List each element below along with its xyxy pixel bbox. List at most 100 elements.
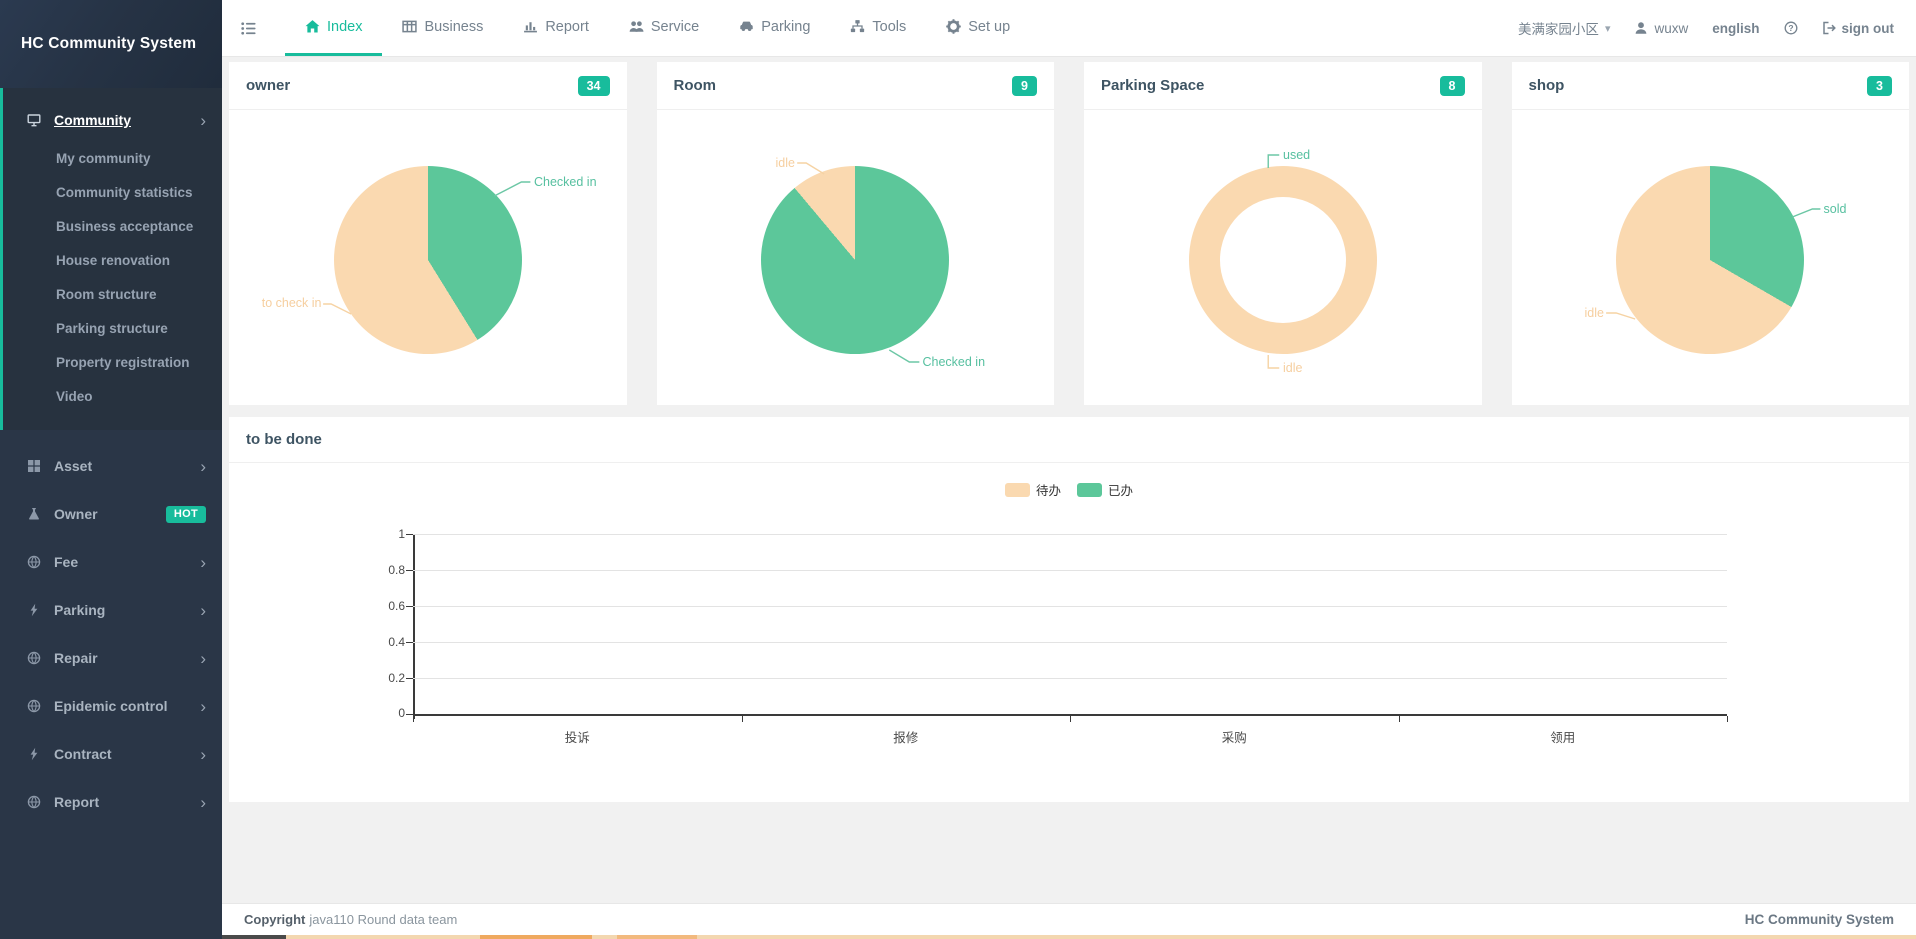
tab-label: Report xyxy=(545,18,589,35)
user-icon xyxy=(1634,21,1648,35)
card-title: Room xyxy=(673,77,717,94)
car-icon xyxy=(739,19,754,34)
pie-label: Checked in xyxy=(534,175,597,189)
tab-service[interactable]: Service xyxy=(609,0,719,56)
y-axis-line xyxy=(413,534,415,719)
sidebar-item-report[interactable]: Report › xyxy=(0,778,222,826)
sidebar-subitem-room-structure[interactable]: Room structure xyxy=(3,278,222,312)
top-navbar: Index Business Report Service Parking To… xyxy=(222,0,1916,57)
strip-segment xyxy=(480,935,592,939)
card-header: shop 3 xyxy=(1511,62,1909,110)
donut xyxy=(1188,166,1377,354)
sidebar-item-label: Contract xyxy=(54,746,112,762)
count-badge: 8 xyxy=(1439,75,1465,96)
y-tick-label: 0.8 xyxy=(388,563,405,577)
help-icon[interactable] xyxy=(1784,21,1798,35)
tab-index[interactable]: Index xyxy=(285,0,383,56)
card-owner: owner 34 Checked in to check in xyxy=(229,62,627,405)
table-icon xyxy=(402,19,418,34)
sidebar-item-label: Repair xyxy=(54,650,98,666)
user-menu[interactable]: wuxw xyxy=(1634,21,1688,36)
y-tick-label: 0.6 xyxy=(388,599,405,613)
bolt-icon xyxy=(27,603,43,617)
sidebar-item-community[interactable]: Community › xyxy=(3,98,222,142)
pie-label: idle xyxy=(775,156,795,170)
legend-swatch-orange xyxy=(1004,482,1030,497)
footer-brand: HC Community System xyxy=(1744,912,1894,927)
subitem-label: Parking structure xyxy=(56,321,168,336)
card-title: shop xyxy=(1528,77,1565,94)
legend-label: 待办 xyxy=(1035,484,1061,498)
legend-item-done[interactable]: 已办 xyxy=(1077,480,1133,499)
sidebar-item-contract[interactable]: Contract › xyxy=(0,730,222,778)
chart-legend: 待办 已办 xyxy=(229,480,1909,499)
pie-label: to check in xyxy=(261,296,322,310)
grid-icon xyxy=(27,459,43,473)
sidebar-nav: Community › My community Community stati… xyxy=(0,88,222,826)
legend-label: 已办 xyxy=(1108,484,1134,498)
hot-badge: HOT xyxy=(165,505,206,523)
sidebar-item-asset[interactable]: Asset › xyxy=(0,442,222,490)
sidebar-subitem-community-statistics[interactable]: Community statistics xyxy=(3,176,222,210)
sidebar-subitem-property-registration[interactable]: Property registration xyxy=(3,346,222,380)
gear-icon xyxy=(946,19,962,34)
navbar-right: 美满家园小区 ▾ wuxw english sign out xyxy=(1518,18,1894,38)
sign-out-icon xyxy=(1822,21,1836,35)
shop-pie-chart: sold idle xyxy=(1512,110,1910,405)
bar-chart-icon xyxy=(523,19,538,34)
tab-tools[interactable]: Tools xyxy=(830,0,926,56)
sign-out-button[interactable]: sign out xyxy=(1822,21,1894,36)
sidebar-item-parking[interactable]: Parking › xyxy=(0,586,222,634)
pie-label: used xyxy=(1283,148,1311,162)
y-tick-label: 0.2 xyxy=(388,671,405,685)
sidebar-item-label: Report xyxy=(54,794,100,810)
sidebar-subitem-my-community[interactable]: My community xyxy=(3,142,222,176)
todo-panel-title: to be done xyxy=(229,417,1909,463)
sidebar-subitem-video[interactable]: Video xyxy=(3,380,222,414)
leader-lines xyxy=(1267,154,1280,369)
tab-parking[interactable]: Parking xyxy=(719,0,830,56)
card-title: Parking Space xyxy=(1101,77,1205,94)
tab-label: Parking xyxy=(761,18,811,35)
bottom-scroll-strip[interactable] xyxy=(222,935,1916,939)
sidebar-item-repair[interactable]: Repair › xyxy=(0,634,222,682)
users-icon xyxy=(629,19,644,34)
tab-business[interactable]: Business xyxy=(382,0,503,56)
caret-down-icon: ▾ xyxy=(1604,22,1611,35)
y-tick-mark xyxy=(406,714,413,715)
sidebar-item-epidemic-control[interactable]: Epidemic control › xyxy=(0,682,222,730)
globe-icon xyxy=(27,795,43,809)
y-tick-mark xyxy=(406,678,413,679)
sidebar-subitem-house-renovation[interactable]: House renovation xyxy=(3,244,222,278)
card-title: owner xyxy=(246,77,291,94)
subitem-label: Business acceptance xyxy=(56,219,194,234)
pie xyxy=(333,166,522,354)
legend-item-pending[interactable]: 待办 xyxy=(1004,480,1061,499)
y-tick-label: 0 xyxy=(398,706,405,720)
copyright-rest: java110 Round data team xyxy=(309,912,458,927)
chevron-right-icon: › xyxy=(200,696,206,716)
sidebar-item-owner[interactable]: Owner HOT xyxy=(0,490,222,538)
owner-pie-chart: Checked in to check in xyxy=(229,110,627,405)
sidebar-subitem-parking-structure[interactable]: Parking structure xyxy=(3,312,222,346)
sidebar-item-label: Community xyxy=(54,112,131,128)
tab-report[interactable]: Report xyxy=(503,0,609,56)
subitem-label: Community statistics xyxy=(56,185,193,200)
language-switch[interactable]: english xyxy=(1712,20,1760,36)
y-tick-mark xyxy=(406,534,413,535)
bar-chart-plot: 1 0.8 0.6 0.4 0.2 0 投诉 报修 采购 领用 xyxy=(388,527,1728,745)
strip-segment xyxy=(617,935,697,939)
card-header: owner 34 xyxy=(229,62,627,110)
community-selector-label: 美满家园小区 xyxy=(1517,22,1599,37)
x-tick-mark xyxy=(413,716,414,722)
community-selector[interactable]: 美满家园小区 ▾ xyxy=(1518,18,1611,38)
sidebar-rest: Asset › Owner HOT Fee › Parking › Repair xyxy=(0,430,222,826)
sidebar-item-fee[interactable]: Fee › xyxy=(0,538,222,586)
tab-set-up[interactable]: Set up xyxy=(926,0,1030,56)
sidebar-subitem-business-acceptance[interactable]: Business acceptance xyxy=(3,210,222,244)
x-axis-labels: 投诉 报修 采购 领用 xyxy=(413,727,1727,746)
menu-icon[interactable] xyxy=(240,21,257,36)
monitor-icon xyxy=(27,113,43,127)
flask-icon xyxy=(27,507,43,521)
pie-label: sold xyxy=(1823,202,1847,216)
